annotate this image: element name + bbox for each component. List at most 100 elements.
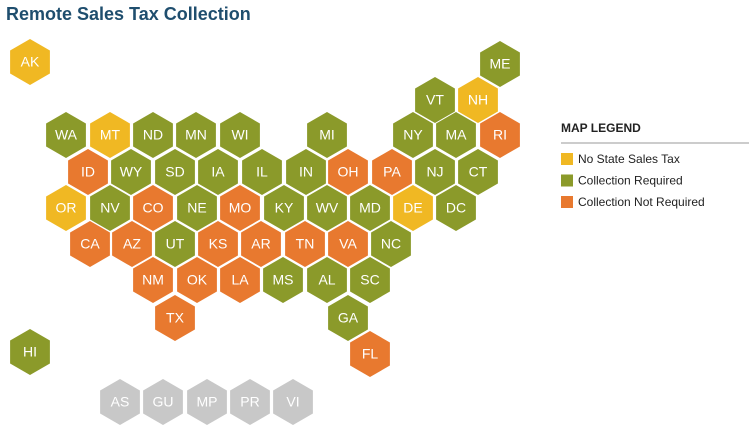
state-hex [286,149,326,195]
map-title: Remote Sales Tax Collection [6,4,251,24]
state-hex [220,112,260,158]
state-label: MO [229,200,252,216]
state-hex [90,112,130,158]
state-label: CT [469,164,488,180]
state-label: ND [143,127,163,143]
state-hex [143,379,183,425]
state-hex [350,331,390,377]
state-label: GU [153,394,174,410]
state-hex [198,149,238,195]
state-label: IL [256,164,268,180]
state-label: IA [211,164,225,180]
state-label: WA [55,127,78,143]
state-hex [264,185,304,231]
legend-swatch [561,153,573,165]
state-label: NV [100,200,120,216]
state-hex [46,112,86,158]
state-label: PA [383,164,401,180]
state-hex [393,112,433,158]
state-label: VA [339,236,357,252]
state-label: MI [319,127,335,143]
state-hex [112,221,152,267]
state-hex [176,112,216,158]
state-label: NJ [426,164,443,180]
state-hex [328,221,368,267]
state-hex [70,221,110,267]
legend-title: MAP LEGEND [561,121,641,135]
state-label: DE [403,200,422,216]
state-hex [328,295,368,341]
state-hex [241,221,281,267]
state-hex [177,257,217,303]
state-label: DC [446,200,466,216]
state-hex [220,185,260,231]
state-hex [350,257,390,303]
state-label: AK [21,54,40,70]
state-hex [371,221,411,267]
state-label: CO [143,200,164,216]
state-label: ID [81,164,95,180]
state-hex [480,41,520,87]
state-label: WV [316,200,339,216]
state-label: ME [490,56,511,72]
state-label: OR [56,200,77,216]
state-label: FL [362,346,379,362]
state-hex [372,149,412,195]
state-label: OK [187,272,208,288]
state-hex [155,221,195,267]
state-label: GA [338,310,359,326]
legend-label: Collection Not Required [578,195,705,209]
state-label: AL [318,272,335,288]
state-hex [68,149,108,195]
state-label: OH [338,164,359,180]
state-hex [307,185,347,231]
state-hex [133,112,173,158]
state-label: RI [493,127,507,143]
state-label: SC [360,272,379,288]
state-hex [220,257,260,303]
state-hex [436,185,476,231]
state-hex [273,379,313,425]
state-hex [100,379,140,425]
state-label: KY [275,200,294,216]
state-label: KS [209,236,228,252]
state-hex [328,149,368,195]
legend-label: Collection Required [578,174,683,188]
state-label: TX [166,310,185,326]
state-label: MN [185,127,207,143]
state-label: NH [468,92,488,108]
state-label: PR [240,394,259,410]
state-label: LA [231,272,249,288]
state-label: WY [120,164,143,180]
state-hex [415,77,455,123]
state-label: VI [286,394,299,410]
state-hex [242,149,282,195]
state-hex [111,149,151,195]
legend-swatch [561,196,573,208]
state-hex [155,149,195,195]
state-label: MA [446,127,468,143]
state-label: WI [231,127,248,143]
state-label: TN [296,236,315,252]
state-label: AR [251,236,270,252]
state-hex [285,221,325,267]
state-hex [350,185,390,231]
state-hex [133,185,173,231]
legend-label: No State Sales Tax [578,152,680,166]
state-hex [90,185,130,231]
state-hex [263,257,303,303]
state-hex [307,257,347,303]
state-label: NE [187,200,206,216]
state-label: NC [381,236,401,252]
state-hex [198,221,238,267]
state-hex [307,112,347,158]
state-label: CA [80,236,100,252]
state-hex [458,77,498,123]
state-hex [230,379,270,425]
state-label: MS [273,272,294,288]
state-hex [155,295,195,341]
state-label: MD [359,200,381,216]
state-hex [436,112,476,158]
state-label: UT [166,236,185,252]
